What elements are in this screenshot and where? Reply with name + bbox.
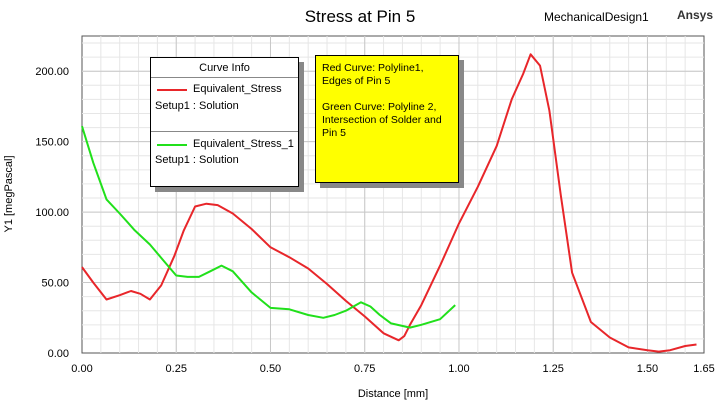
legend-divider [151,131,298,132]
legend-swatch-red [157,89,187,91]
x-tick-label: 0.25 [166,363,187,375]
y-tick-label: 100.00 [35,207,69,219]
legend-entry-source: Setup1 : Solution [155,154,239,166]
legend: Curve Info Equivalent_Stress Setup1 : So… [150,57,299,187]
series-line-equivalent-stress [81,53,697,353]
legend-entry-red: Equivalent_Stress [155,83,294,97]
legend-divider [151,77,298,78]
axis-ticks: 0.00 0.25 0.50 0.75 1.00 1.25 1.50 1.65 0.00 50.0… [35,66,714,375]
chart-title: Stress at Pin 5 [304,7,416,26]
legend-entry-green: Equivalent_Stress_1 [155,138,294,152]
note-green-curve: Green Curve: Polyline 2, Intersection of… [322,101,442,139]
y-axis-label: Y1 [megPascal] [3,155,15,232]
x-tick-label: 0.00 [71,363,92,375]
legend-entry-name: Equivalent_Stress [193,83,282,95]
legend-title: Curve Info [199,62,250,74]
legend-entry-name: Equivalent_Stress_1 [193,138,294,150]
brand-label: Ansys [677,8,714,22]
x-tick-label: 1.65 [693,363,714,375]
x-tick-label: 1.00 [448,363,469,375]
x-axis-label: Distance [mm] [358,388,428,400]
x-tick-label: 1.25 [543,363,564,375]
legend-swatch-green [157,144,187,146]
y-tick-label: 50.00 [41,278,69,290]
annotation-note: Red Curve: Polyline1, Edges of Pin 5 Gre… [315,55,459,183]
y-tick-label: 200.00 [35,66,69,78]
series-line-equivalent-stress-1 [81,125,456,329]
project-name: MechanicalDesign1 [544,10,649,24]
x-tick-label: 0.75 [354,363,375,375]
note-red-curve: Red Curve: Polyline1, Edges of Pin 5 [322,62,424,87]
series-lines [81,53,697,353]
legend-entry-source: Setup1 : Solution [155,100,239,112]
y-tick-label: 0.00 [48,348,69,360]
y-tick-label: 150.00 [35,137,69,149]
x-tick-label: 0.50 [260,363,281,375]
x-tick-label: 1.50 [637,363,658,375]
